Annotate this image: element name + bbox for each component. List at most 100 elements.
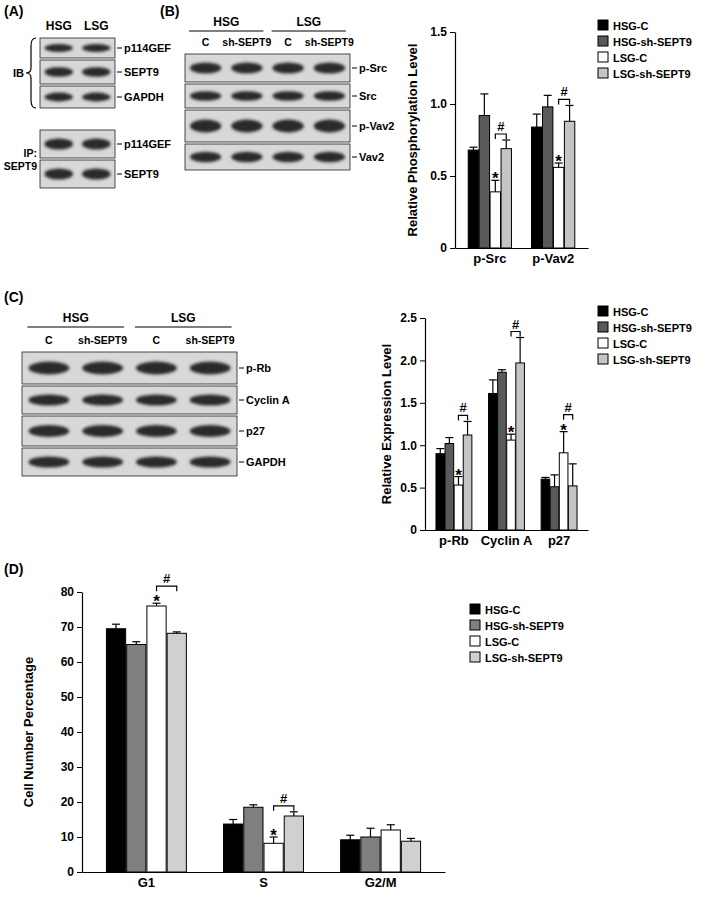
group-label: LSG [84,19,109,33]
y-tick: 0.5 [400,481,425,495]
bar [361,837,380,872]
bar [550,487,559,530]
row-label: Cyclin A [246,394,290,406]
group-label: LSG [171,311,196,325]
tick-label: Cyclin A [481,533,533,548]
significance-mark: * [455,466,462,485]
error-cap [533,113,541,114]
tick-mark [77,662,82,663]
y-tick: 60 [61,655,82,669]
bar [568,486,577,530]
error-cap [489,379,497,380]
blot-band [190,394,231,405]
error-cap [566,105,574,106]
section-label: IB [13,67,24,79]
bar [167,633,186,872]
error-cap [469,147,477,148]
significance-mark: * [270,826,277,845]
error-stem [350,835,351,840]
row-tick [239,431,244,432]
legend-swatch [598,68,608,78]
legend-label: HSG-C [485,604,521,616]
error-cap [445,437,453,438]
plot-area [436,338,577,530]
tick-label: 2.0 [400,354,417,368]
error-cap [516,337,524,338]
tick-mark [420,530,425,531]
lane-label: C [45,334,53,346]
tick-label: p-Src [473,251,506,266]
group-label: HSG [213,15,239,29]
panel-label: (D) [4,561,23,577]
blot-band [45,93,74,102]
lane-label: sh-SEPT9 [222,36,271,48]
tick-label: S [259,875,268,890]
blot-band [82,138,111,149]
error-stem [572,464,573,486]
row-label: p114GEF [124,42,171,54]
blot-band [272,62,303,73]
blot-band [136,425,177,437]
bar [445,444,454,530]
tick-label: 20 [61,795,75,809]
error-cap [502,139,510,140]
bar [507,440,516,530]
blot-band [231,62,262,73]
error-cap [551,474,559,475]
y-tick: 0 [67,865,82,879]
blot-band [231,152,262,162]
tick-mark [420,318,425,319]
bar [264,843,283,872]
blot-band [190,152,221,162]
y-tick: 20 [61,795,82,809]
bar [553,167,563,248]
group-label: LSG [296,15,321,29]
tick-label: 40 [61,725,75,739]
error-cap [346,835,354,836]
tick-label: p-Rb [439,533,469,548]
legend-label: HSG-C [613,20,649,32]
x-tick: Cyclin A [481,530,533,548]
bar [532,127,542,248]
blot-band [82,67,111,77]
x-tick: p27 [548,530,570,548]
tick-mark [450,248,455,249]
significance-bracket [458,415,467,420]
error-stem [554,475,555,487]
bar [498,372,507,530]
tick-label: 0 [67,865,74,879]
error-bar [387,825,395,830]
x-tick: G2/M [365,872,397,890]
legend-swatch [598,354,608,364]
y-tick: 70 [61,620,82,634]
lane-label: C [284,36,292,48]
blot-strip [22,386,237,414]
y-tick: 0 [440,241,455,255]
blot-strip [185,110,350,142]
western-blot: HSGLSGCsh-SEPT9Csh-SEPT9p-SrcSrcp-Vav2Va… [185,15,394,170]
figure: (A)(B)(C)(D)HSGLSGp114GEFSEPT9GAPDHIBp11… [0,0,701,897]
bar [224,824,243,872]
group-label: HSG [46,19,72,33]
error-stem [467,421,468,435]
y-tick: 0 [410,523,425,537]
legend-swatch [598,52,608,62]
tick-mark [77,592,82,593]
legend-label: LSG-C [613,52,647,64]
error-cap [498,369,506,370]
blot-band [136,394,177,405]
legend-label: HSG-sh-SEPT9 [613,322,692,334]
tick-label: 0 [440,241,447,255]
bar [436,454,445,530]
significance-mark: * [492,169,499,188]
panel-label: (A) [4,3,23,19]
blot-band [28,362,69,375]
error-bar [544,95,552,107]
bar [489,393,498,530]
tick-label: G2/M [365,875,397,890]
error-bar [407,838,415,841]
error-cap [464,421,472,422]
lane-label: C [202,36,210,48]
tick-mark [77,872,82,873]
bar [541,479,550,530]
